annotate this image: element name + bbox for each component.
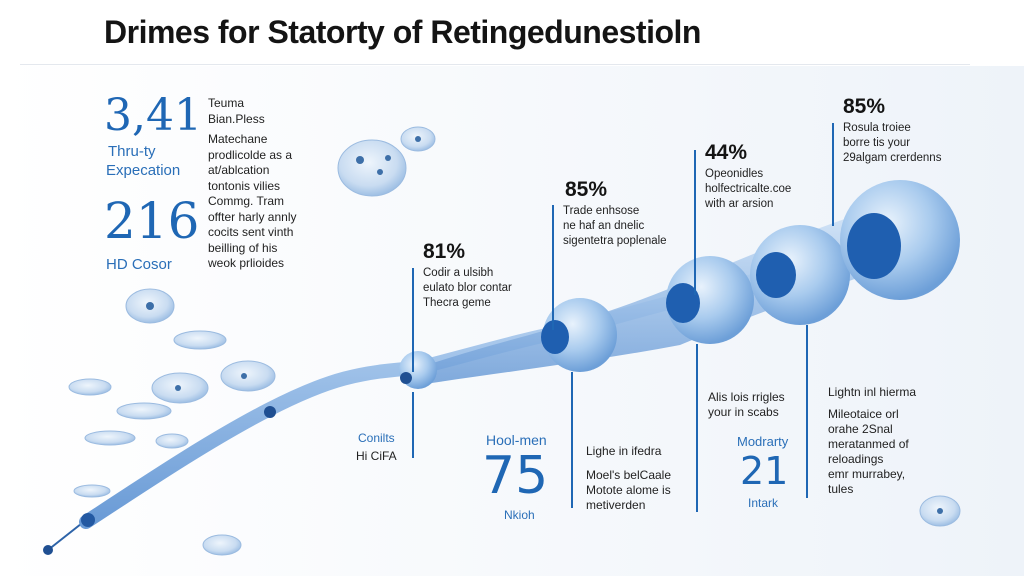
bottom-line: emr murrabey, [828,467,906,481]
bottom-line: meratanmed of [828,437,909,451]
left-notes: Teuma Bian.Pless Matechane prodlicolde a… [208,96,297,272]
note-line: at/ablcation [208,163,270,177]
bottom-line: metiverden [586,498,646,512]
note-line: cocits sent vinth [208,225,294,239]
leader-lines [412,123,834,512]
callout-text-3: Opeonidles holfectricalte.coe with ar ar… [705,167,791,212]
callout-line: Trade enhsose [563,205,640,217]
note-line: offter harly annly [208,209,297,224]
note-line: Commg. Tram [208,194,285,208]
bottom-label-1a: Conilts [358,431,395,445]
bottom-label-2: Hool-men [486,432,547,448]
bottom-line: Alis lois rrigles [708,390,785,404]
bottom-sub-2: Nkioh [504,508,535,522]
bottom-text-4: Alis lois rrigles your in scabs [708,390,785,420]
callout-text-2: Trade enhsose ne haf an dnelic sigentetr… [563,204,667,249]
callout-pct-2: 85% [565,178,608,201]
stat-label-2: HD Cosor [106,256,172,273]
bottom-line: your in scabs [708,405,779,419]
bottom-line: tules [828,482,854,496]
bottom-sub-5: Intark [748,496,779,510]
callout-line: Opeonidles [705,168,764,180]
callout-line: Codir a ulsibh [423,267,494,279]
title-divider [20,64,970,65]
stat-label-1b: Expecation [106,162,181,179]
callout-line: eulato blor contar [423,282,512,294]
bottom-line: orahe 2Snal [828,422,893,436]
callout-line: Rosula troiee [843,122,911,134]
callout-text-1: Codir a ulsibh eulato blor contar Thecra… [423,266,512,311]
bottom-line: Lightn inl hierma [828,385,917,399]
note-line: beilling of his [208,240,278,255]
callout-pct-1: 81% [423,240,466,263]
callout-line: ne haf an dnelic [563,220,645,232]
bottom-text-3: Lighe in ifedra Moel's belCaale Motote a… [586,444,671,513]
note-line: Bian.Pless [208,111,265,126]
bottom-line: Moel's belCaale [586,468,672,482]
callout-line: holfectricalte.coe [705,183,792,195]
callout-line: Thecra geme [423,297,491,309]
note-line: Teuma [208,96,245,110]
page-title: Drimes for Statorty of Retingedunestioln [104,14,701,50]
callout-line: with ar arsion [705,198,774,210]
bottom-text-6: Lightn inl hierma Mileotaice orl orahe 2… [828,385,916,497]
callout-line: borre tis your [843,137,911,149]
backdrop [0,66,1024,576]
stat-label-1a: Thru-ty [108,143,156,160]
callout-pct-4: 85% [843,95,886,118]
callout-pct-3: 44% [705,141,748,164]
tube-balls [43,180,960,555]
bottom-line: Lighe in ifedra [586,444,662,458]
callout-text-4: Rosula troiee borre tis your 29algam cre… [843,121,941,166]
note-line: weok prlioides [208,256,285,270]
bottom-label-1b: Hi CiFA [356,449,397,463]
stat-value-2: 216 [104,192,200,250]
bottom-line: Motote alome is [586,483,671,497]
bottom-line: Mileotaice orl [828,407,899,421]
stat-value-1: 3,41 [104,90,202,141]
bottom-label-5: Modrarty [737,434,789,449]
bottom-value-5: 21 [740,449,789,493]
note-line: prodlicolde as a [208,147,293,162]
note-line: Matechane [208,132,268,146]
bottom-value-2: 75 [482,446,549,506]
callout-line: sigentetra poplenale [563,235,667,247]
note-line: tontonis vilies [208,178,281,193]
bottom-line: reloadings [828,452,884,466]
callout-line: 29algam crerdenns [843,152,942,164]
cell-cluster [68,126,961,556]
